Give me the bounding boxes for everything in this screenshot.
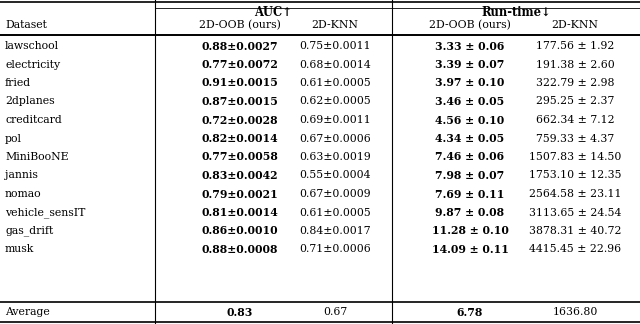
Text: 0.77±0.0072: 0.77±0.0072 <box>202 59 278 70</box>
Text: 0.83: 0.83 <box>227 307 253 318</box>
Text: 7.69 ± 0.11: 7.69 ± 0.11 <box>435 189 505 200</box>
Text: lawschool: lawschool <box>5 41 59 51</box>
Text: 14.09 ± 0.11: 14.09 ± 0.11 <box>431 244 508 255</box>
Text: 7.98 ± 0.07: 7.98 ± 0.07 <box>435 170 504 181</box>
Text: 2D-KNN: 2D-KNN <box>312 20 358 30</box>
Text: 3878.31 ± 40.72: 3878.31 ± 40.72 <box>529 226 621 236</box>
Text: 0.61±0.0005: 0.61±0.0005 <box>299 207 371 217</box>
Text: 2dplanes: 2dplanes <box>5 97 54 107</box>
Text: jannis: jannis <box>5 170 38 180</box>
Text: 4.56 ± 0.10: 4.56 ± 0.10 <box>435 114 504 125</box>
Text: 0.91±0.0015: 0.91±0.0015 <box>202 77 278 88</box>
Text: 0.82±0.0014: 0.82±0.0014 <box>202 133 278 144</box>
Text: 0.87±0.0015: 0.87±0.0015 <box>202 96 278 107</box>
Text: Dataset: Dataset <box>5 20 47 30</box>
Text: 0.88±0.0008: 0.88±0.0008 <box>202 244 278 255</box>
Text: 2D-OOB (ours): 2D-OOB (ours) <box>429 20 511 30</box>
Text: 0.61±0.0005: 0.61±0.0005 <box>299 78 371 88</box>
Text: 0.77±0.0058: 0.77±0.0058 <box>202 152 278 163</box>
Text: 191.38 ± 2.60: 191.38 ± 2.60 <box>536 60 614 70</box>
Text: 3113.65 ± 24.54: 3113.65 ± 24.54 <box>529 207 621 217</box>
Text: 0.67±0.0009: 0.67±0.0009 <box>299 189 371 199</box>
Text: 0.67±0.0006: 0.67±0.0006 <box>299 133 371 144</box>
Text: 0.72±0.0028: 0.72±0.0028 <box>202 114 278 125</box>
Text: Run-time↓: Run-time↓ <box>481 6 551 18</box>
Text: 0.86±0.0010: 0.86±0.0010 <box>202 226 278 237</box>
Text: 1636.80: 1636.80 <box>552 307 598 317</box>
Text: 0.62±0.0005: 0.62±0.0005 <box>299 97 371 107</box>
Text: vehicle_sensIT: vehicle_sensIT <box>5 207 85 218</box>
Text: gas_drift: gas_drift <box>5 226 53 237</box>
Text: 759.33 ± 4.37: 759.33 ± 4.37 <box>536 133 614 144</box>
Text: creditcard: creditcard <box>5 115 61 125</box>
Text: 3.39 ± 0.07: 3.39 ± 0.07 <box>435 59 505 70</box>
Text: musk: musk <box>5 245 35 254</box>
Text: 0.55±0.0004: 0.55±0.0004 <box>300 170 371 180</box>
Text: 3.46 ± 0.05: 3.46 ± 0.05 <box>435 96 504 107</box>
Text: 1507.83 ± 14.50: 1507.83 ± 14.50 <box>529 152 621 162</box>
Text: MiniBooNE: MiniBooNE <box>5 152 68 162</box>
Text: 1753.10 ± 12.35: 1753.10 ± 12.35 <box>529 170 621 180</box>
Text: 0.71±0.0006: 0.71±0.0006 <box>299 245 371 254</box>
Text: 0.63±0.0019: 0.63±0.0019 <box>299 152 371 162</box>
Text: AUC↑: AUC↑ <box>255 6 292 18</box>
Text: 4.34 ± 0.05: 4.34 ± 0.05 <box>435 133 504 144</box>
Text: 0.67: 0.67 <box>323 307 347 317</box>
Text: 0.84±0.0017: 0.84±0.0017 <box>299 226 371 236</box>
Text: 2D-OOB (ours): 2D-OOB (ours) <box>199 20 281 30</box>
Text: 177.56 ± 1.92: 177.56 ± 1.92 <box>536 41 614 51</box>
Text: electricity: electricity <box>5 60 60 70</box>
Text: 0.68±0.0014: 0.68±0.0014 <box>299 60 371 70</box>
Text: 6.78: 6.78 <box>457 307 483 318</box>
Text: 9.87 ± 0.08: 9.87 ± 0.08 <box>435 207 504 218</box>
Text: pol: pol <box>5 133 22 144</box>
Text: 11.28 ± 0.10: 11.28 ± 0.10 <box>431 226 508 237</box>
Text: 662.34 ± 7.12: 662.34 ± 7.12 <box>536 115 614 125</box>
Text: 295.25 ± 2.37: 295.25 ± 2.37 <box>536 97 614 107</box>
Text: nomao: nomao <box>5 189 42 199</box>
Text: 3.33 ± 0.06: 3.33 ± 0.06 <box>435 40 505 52</box>
Text: 0.75±0.0011: 0.75±0.0011 <box>299 41 371 51</box>
Text: Average: Average <box>5 307 50 317</box>
Text: 2D-KNN: 2D-KNN <box>552 20 598 30</box>
Text: 0.83±0.0042: 0.83±0.0042 <box>202 170 278 181</box>
Text: 0.81±0.0014: 0.81±0.0014 <box>202 207 278 218</box>
Text: 2564.58 ± 23.11: 2564.58 ± 23.11 <box>529 189 621 199</box>
Text: fried: fried <box>5 78 31 88</box>
Text: 3.97 ± 0.10: 3.97 ± 0.10 <box>435 77 505 88</box>
Text: 7.46 ± 0.06: 7.46 ± 0.06 <box>435 152 504 163</box>
Text: 0.88±0.0027: 0.88±0.0027 <box>202 40 278 52</box>
Text: 0.79±0.0021: 0.79±0.0021 <box>202 189 278 200</box>
Text: 4415.45 ± 22.96: 4415.45 ± 22.96 <box>529 245 621 254</box>
Text: 0.69±0.0011: 0.69±0.0011 <box>299 115 371 125</box>
Text: 322.79 ± 2.98: 322.79 ± 2.98 <box>536 78 614 88</box>
